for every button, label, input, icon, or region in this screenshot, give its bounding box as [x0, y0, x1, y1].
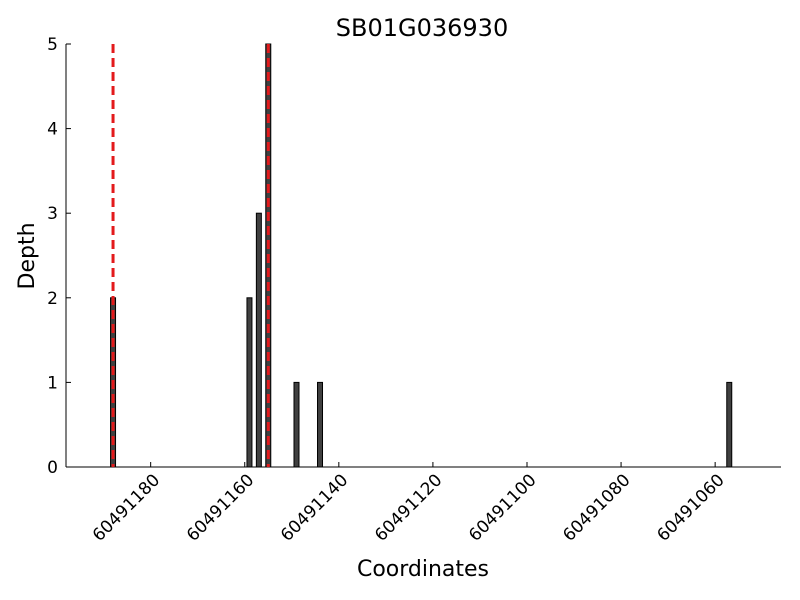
x-tick-label: 60491180 — [89, 470, 164, 545]
y-tick-label: 1 — [47, 373, 58, 393]
x-tick-label: 60491120 — [371, 470, 446, 545]
y-tick-label: 0 — [47, 458, 58, 478]
y-tick-label: 5 — [47, 35, 58, 55]
x-tick-label: 60491060 — [653, 470, 728, 545]
x-tick-label: 60491100 — [465, 470, 540, 545]
y-tick-label: 3 — [47, 204, 58, 224]
y-axis-label: Depth — [15, 222, 40, 289]
bar — [317, 381, 324, 468]
bar — [246, 297, 253, 468]
y-tick-label: 2 — [47, 289, 58, 309]
chart-title: SB01G036930 — [336, 14, 508, 42]
bar — [293, 381, 300, 468]
bar — [255, 212, 262, 468]
x-tick-label: 60491140 — [277, 470, 352, 545]
x-tick-label: 60491080 — [559, 470, 634, 545]
bar — [726, 381, 733, 468]
y-tick-label: 4 — [47, 120, 58, 140]
x-axis-label: Coordinates — [357, 557, 489, 582]
x-tick-label: 60491160 — [183, 470, 258, 545]
